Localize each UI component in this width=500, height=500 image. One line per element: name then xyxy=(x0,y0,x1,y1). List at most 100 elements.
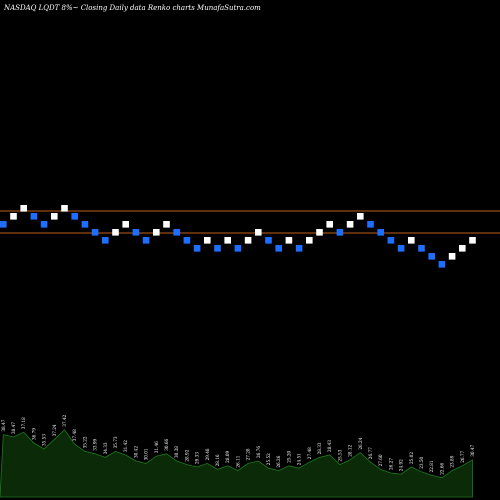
volume-value-label: 25.53 xyxy=(337,449,342,461)
volume-value-label: 31.42 xyxy=(123,440,128,452)
renko-brick-up xyxy=(316,229,323,236)
renko-brick-down xyxy=(438,261,446,268)
volume-value-label: 33.99 xyxy=(93,438,98,450)
renko-brick-up xyxy=(255,229,262,236)
volume-value-label: 31.46 xyxy=(154,441,159,453)
renko-brick-down xyxy=(173,229,180,236)
renko-bricks xyxy=(0,205,476,268)
volume-value-label: 28.33 xyxy=(317,442,322,454)
volume-value-label: 26.76 xyxy=(256,446,261,458)
volume-value-label: 35.22 xyxy=(82,436,87,448)
renko-brick-up xyxy=(224,237,231,244)
volume-value-label: 25.02 xyxy=(409,452,414,464)
renko-brick-down xyxy=(265,237,272,244)
renko-brick-up xyxy=(61,205,68,212)
volume-value-label: 25.20 xyxy=(286,450,291,462)
volume-area xyxy=(0,429,473,498)
renko-brick-up xyxy=(112,229,119,236)
volume-value-label: 28.92 xyxy=(184,449,189,461)
renko-brick-down xyxy=(387,237,395,244)
renko-brick-up xyxy=(153,229,160,236)
volume-value-label: 23.50 xyxy=(419,456,424,468)
renko-brick-down xyxy=(30,213,38,220)
renko-brick-down xyxy=(295,245,303,252)
volume-value-label: 30.42 xyxy=(133,446,138,458)
renko-brick-down xyxy=(428,253,435,260)
renko-brick-up xyxy=(244,237,252,244)
volume-value-label: 24.92 xyxy=(399,459,404,471)
renko-brick-down xyxy=(102,237,109,244)
renko-brick-up xyxy=(357,213,364,220)
renko-brick-down xyxy=(377,229,384,236)
level-lines xyxy=(0,210,500,234)
renko-brick-down xyxy=(275,245,282,252)
renko-brick-down xyxy=(183,237,191,244)
renko-brick-down xyxy=(418,245,425,252)
renko-brick-down xyxy=(81,221,89,228)
volume-value-label: 26.26 xyxy=(276,455,281,467)
renko-brick-up xyxy=(20,205,27,212)
renko-brick-up xyxy=(448,253,456,260)
volume-value-label: 25.52 xyxy=(266,453,271,465)
volume-value-label: 23.89 xyxy=(450,455,455,467)
volume-value-label: 30.66 xyxy=(164,438,169,450)
renko-brick-down xyxy=(193,245,201,252)
volume-value-label: 28.12 xyxy=(348,444,353,456)
volume-value-label: 37.48 xyxy=(72,429,77,441)
volume-value-label: 35.53 xyxy=(42,434,47,446)
volume-value-label: 38.47 xyxy=(11,422,16,434)
volume-value-label: 26.11 xyxy=(235,455,240,467)
chart-title: NASDAQ LQDT 8%~ Closing Daily data Renko… xyxy=(3,4,261,12)
renko-brick-down xyxy=(132,229,140,236)
volume-value-label: 34.33 xyxy=(103,442,108,454)
volume-value-label: 37.18 xyxy=(21,417,26,429)
renko-brick-up xyxy=(163,221,170,228)
volume-value-label: 26.24 xyxy=(358,437,363,449)
volume-value-label: 28.16 xyxy=(215,454,220,466)
renko-brick-up xyxy=(204,237,211,244)
renko-brick-down xyxy=(40,221,48,228)
volume-value-label: 24.51 xyxy=(297,453,302,465)
volume-value-label: 28.43 xyxy=(327,440,332,452)
volume-value-label: 37.24 xyxy=(52,424,57,436)
renko-brick-up xyxy=(469,237,476,244)
volume-value-label: 22.81 xyxy=(429,460,434,472)
volume-value-label: 30.38 xyxy=(174,446,179,458)
renko-brick-up xyxy=(306,237,313,244)
renko-brick-down xyxy=(71,213,78,220)
renko-brick-down xyxy=(367,221,374,228)
volume-value-label: 36.79 xyxy=(31,428,36,440)
volume-value-label: 30.47 xyxy=(470,444,475,456)
volume-value-label: 29.33 xyxy=(195,452,200,464)
volume-value-label: 27.48 xyxy=(307,447,312,459)
renko-brick-up xyxy=(285,237,293,244)
renko-brick-down xyxy=(0,221,7,228)
renko-brick-down xyxy=(214,245,221,252)
volume-value-label: 22.66 xyxy=(439,462,444,474)
volume-panel: 38.47 38.47 37.18 36.79 35.53 37.24 37.42 37.48… xyxy=(0,414,475,498)
volume-value-label: 26.77 xyxy=(368,447,373,459)
renko-brick-up xyxy=(10,213,17,220)
volume-value-label: 27.60 xyxy=(378,454,383,466)
volume-value-label: 27.28 xyxy=(246,448,251,460)
renko-brick-down xyxy=(336,229,344,236)
volume-value-label: 29.48 xyxy=(205,448,210,460)
renko-brick-down xyxy=(397,245,405,252)
volume-value-label: 30.01 xyxy=(144,448,149,460)
renko-brick-up xyxy=(346,221,354,228)
volume-value-label: 26.77 xyxy=(460,450,465,462)
volume-value-label: 38.47 xyxy=(1,419,6,431)
renko-brick-down xyxy=(91,229,99,236)
renko-brick-down xyxy=(234,245,242,252)
renko-brick-down xyxy=(142,237,150,244)
renko-brick-up xyxy=(326,221,333,228)
renko-brick-up xyxy=(459,245,466,252)
volume-value-label: 28.09 xyxy=(225,450,230,462)
volume-value-label: 37.42 xyxy=(62,414,67,426)
volume-value-label: 35.73 xyxy=(113,436,118,448)
renko-brick-up xyxy=(408,237,415,244)
renko-brick-up xyxy=(51,213,58,220)
renko-brick-up xyxy=(122,221,129,228)
